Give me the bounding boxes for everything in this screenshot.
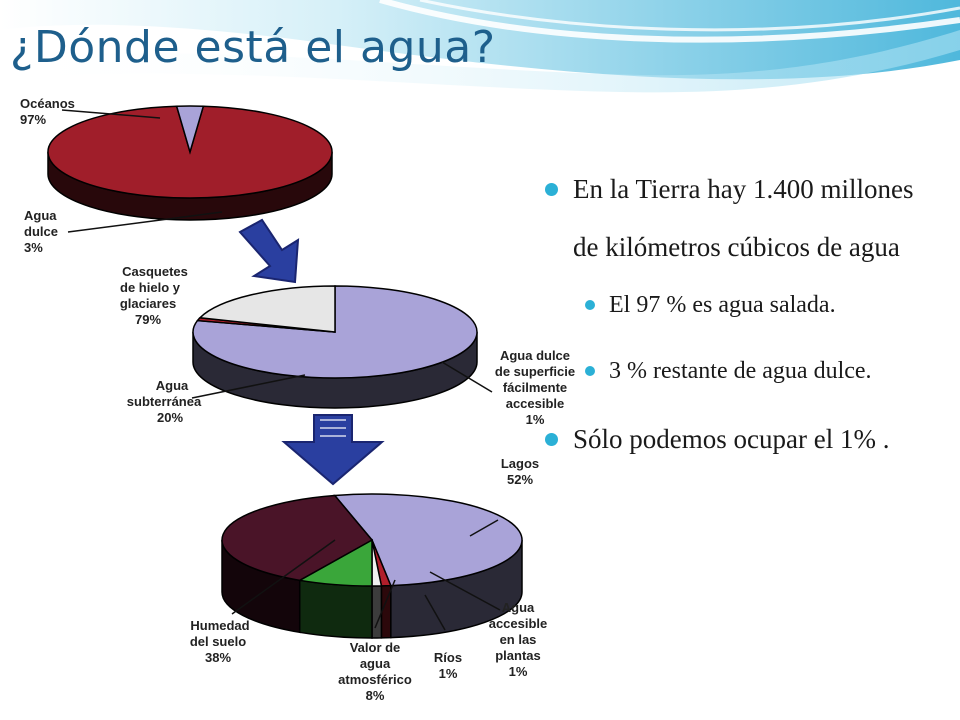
label-plants: Agua accesible en las plantas 1%	[489, 600, 548, 679]
flow-arrow-1	[238, 218, 300, 284]
label-surface-water: Agua dulce de superficie fácilmente accesib…	[495, 348, 575, 427]
chart-labels: Océanos 97% Agua dulce 3% Casquetes de hielo…	[20, 96, 575, 703]
pie-oceans-vs-freshwater	[47, 105, 333, 221]
label-rivers: Ríos 1%	[434, 650, 462, 681]
leader-lines	[61, 109, 501, 631]
slide-title: ¿Dónde está el agua?	[10, 22, 496, 73]
sub-bullet-salt-water: El 97 % es agua salada.	[585, 276, 945, 334]
label-atmospheric: Valor de agua atmosférico 8%	[338, 640, 412, 703]
label-freshwater: Agua dulce 3%	[24, 208, 58, 255]
pie-surface-water-breakdown	[221, 493, 523, 639]
pie-freshwater-breakdown	[192, 285, 478, 409]
bullet-usable-water: Sólo podemos ocupar el 1% .	[545, 410, 945, 468]
pie3-atmospheric-side	[298, 579, 373, 639]
pie2-groundwater-slice	[198, 285, 336, 333]
bullet-total-water: En la Tierra hay 1.400 millones de kilóm…	[545, 160, 945, 276]
flow-arrow-2	[281, 414, 385, 486]
pie3-rivers-side	[371, 585, 383, 639]
label-lakes: Lagos 52%	[501, 456, 539, 487]
pie3-soil-slice	[221, 494, 374, 582]
label-ice: Casquetes de hielo y glaciares 79%	[120, 264, 188, 327]
label-soil-moisture: Humedad del suelo 38%	[190, 618, 250, 665]
label-oceans: Océanos 97%	[20, 96, 75, 127]
water-distribution-pie-charts: Océanos 97% Agua dulce 3% Casquetes de hielo…	[20, 96, 575, 703]
pie1-freshwater-slice	[175, 105, 205, 155]
bullet-list: En la Tierra hay 1.400 millones de kilóm…	[545, 160, 945, 468]
sub-bullet-fresh-water: 3 % restante de agua dulce.	[585, 342, 945, 400]
label-groundwater: Agua subterránea 20%	[127, 378, 202, 425]
header-wave-decoration	[0, 0, 960, 93]
